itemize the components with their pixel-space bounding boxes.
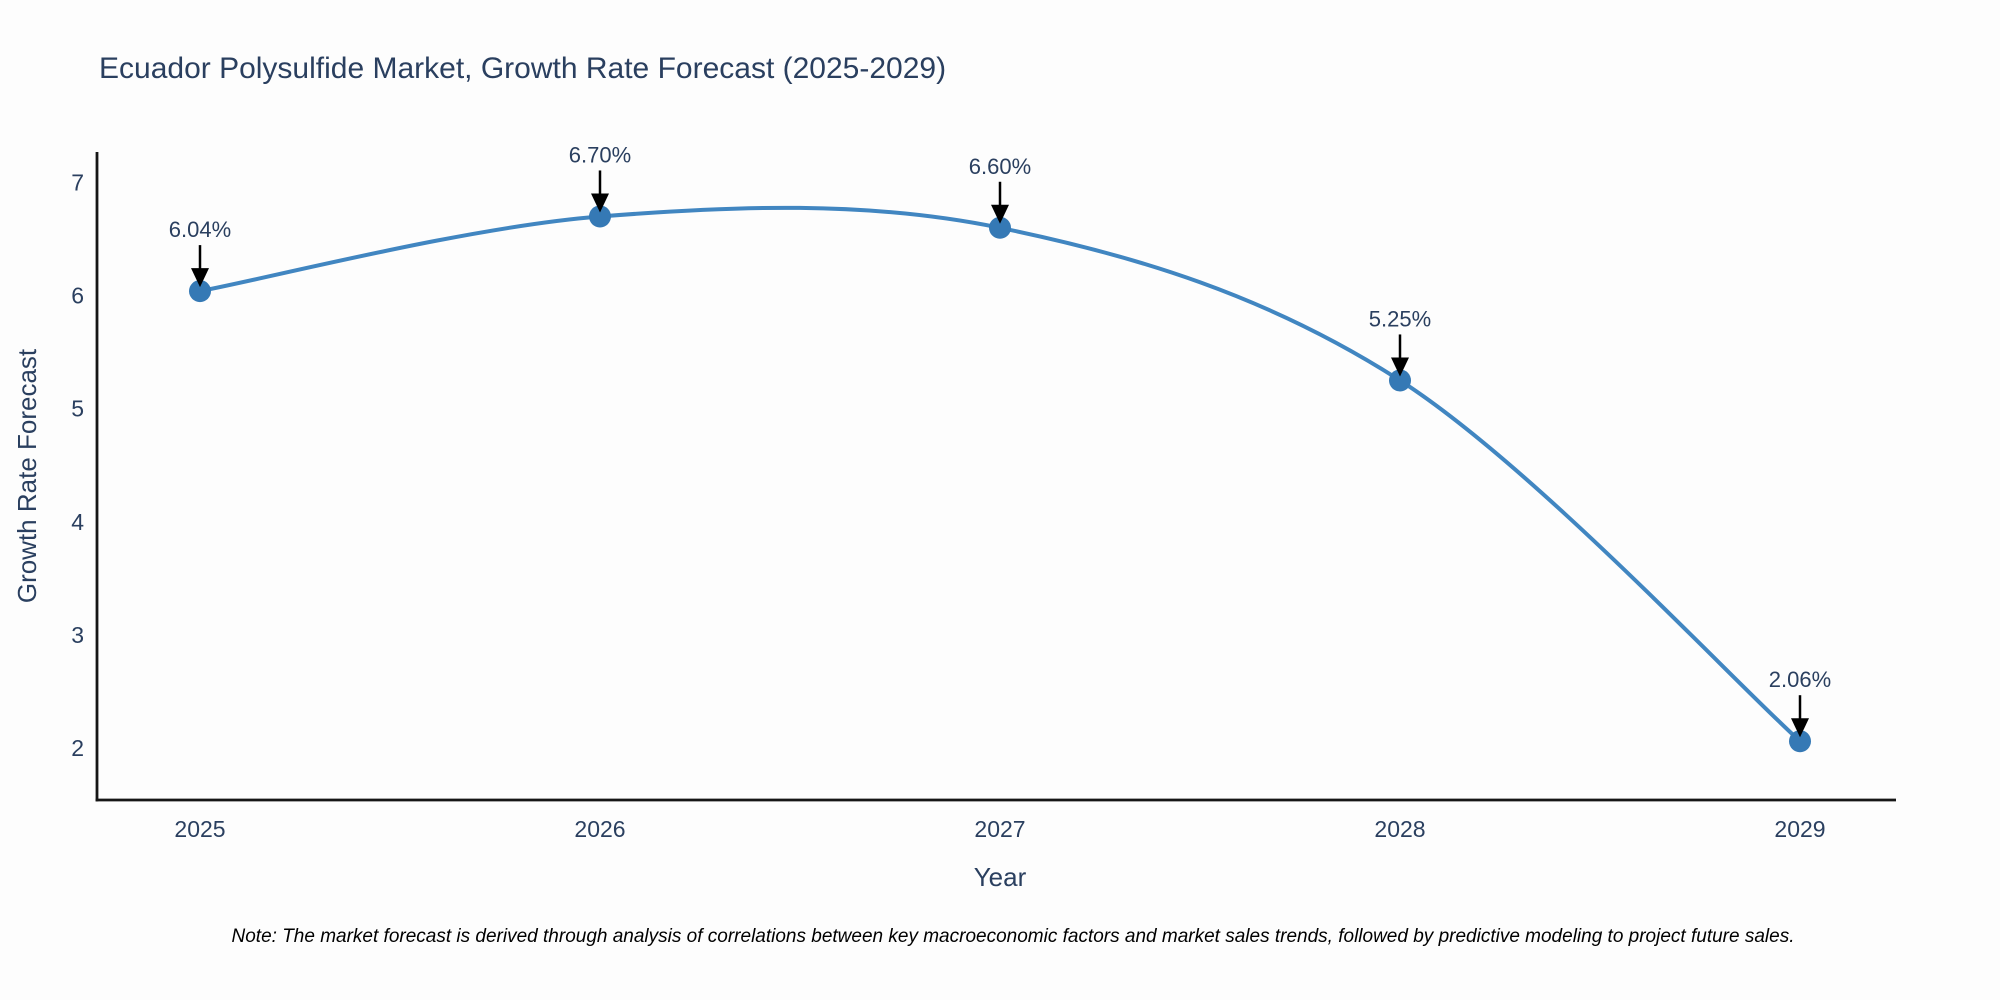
- annotation-arrow-head: [591, 193, 609, 213]
- plot-area: 2 3 4 5 6 7 2025 2026 2027 2028 2029 6.04% 6.70% 6.60…: [71, 142, 1896, 842]
- footnote: Note: The market forecast is derived thr…: [232, 926, 1795, 947]
- x-axis-title: Year: [974, 862, 1027, 892]
- y-axis-title: Growth Rate Forecast: [12, 348, 42, 603]
- series-line: [198, 205, 1802, 744]
- y-tick-label: 2: [71, 735, 84, 761]
- annotation-arrow-head: [191, 268, 209, 288]
- data-point-marker: [989, 216, 1011, 239]
- data-point-marker: [1789, 730, 1811, 753]
- annotation-label: 6.60%: [969, 154, 1031, 179]
- x-tick-label: 2029: [1774, 816, 1825, 842]
- data-point-marker: [589, 205, 611, 228]
- x-tick-label: 2026: [574, 816, 625, 842]
- annotation-arrow-head: [991, 204, 1009, 224]
- annotation-arrow-head: [1791, 718, 1809, 738]
- data-point-marker: [1389, 369, 1411, 392]
- y-tick-label: 6: [71, 283, 84, 309]
- annotation-label: 5.25%: [1369, 306, 1431, 331]
- annotation-label: 6.04%: [169, 217, 231, 242]
- y-tick-label: 4: [71, 509, 84, 535]
- y-tick-label: 7: [71, 170, 84, 196]
- y-tick-label: 3: [71, 622, 84, 648]
- annotation-label: 2.06%: [1769, 667, 1831, 692]
- data-point-marker: [189, 280, 211, 303]
- annotation-arrow-head: [1391, 357, 1409, 377]
- annotation-label: 6.70%: [569, 142, 631, 167]
- chart-title: Ecuador Polysulfide Market, Growth Rate …: [99, 52, 946, 85]
- y-tick-label: 5: [71, 396, 84, 422]
- x-tick-label: 2028: [1374, 816, 1425, 842]
- x-tick-label: 2027: [974, 816, 1025, 842]
- x-tick-label: 2025: [174, 816, 225, 842]
